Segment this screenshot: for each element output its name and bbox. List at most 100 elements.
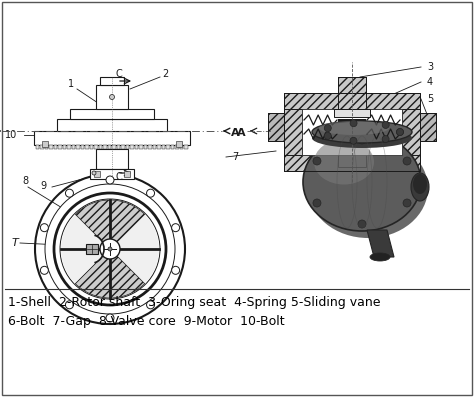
Bar [126,145,129,149]
Bar [338,77,366,167]
Bar [284,93,420,109]
Circle shape [54,193,166,305]
Polygon shape [367,230,394,257]
Circle shape [40,224,48,232]
Text: 1: 1 [68,79,74,89]
Circle shape [60,199,160,299]
Text: A: A [231,128,239,138]
Text: A: A [237,128,246,138]
Bar [99,145,102,149]
Text: 10: 10 [5,130,17,140]
Circle shape [396,129,403,135]
Bar [90,145,93,149]
Bar [338,119,366,135]
Bar [139,145,143,149]
Circle shape [40,266,48,274]
Bar [284,109,302,155]
Bar [42,141,48,147]
Circle shape [65,189,73,197]
Circle shape [109,94,115,100]
Text: 3: 3 [427,62,433,72]
Bar [85,145,89,149]
Circle shape [106,314,114,322]
Text: 4: 4 [427,77,433,87]
Text: C: C [116,69,122,79]
Bar [302,109,402,155]
Bar [124,171,130,177]
Bar [175,145,179,149]
Circle shape [146,301,155,309]
Circle shape [172,266,180,274]
Bar [144,145,147,149]
Circle shape [358,136,366,144]
Bar [338,77,366,167]
Circle shape [45,184,175,314]
Circle shape [65,301,73,309]
Text: T: T [12,238,19,248]
Bar [117,145,120,149]
Bar [103,145,107,149]
Bar [284,155,420,171]
Bar [94,145,98,149]
Bar [70,109,154,119]
Bar [157,145,161,149]
Bar [63,145,66,149]
Circle shape [382,121,389,129]
Circle shape [35,174,185,324]
Ellipse shape [411,173,429,201]
Bar [162,145,165,149]
Bar [86,244,98,254]
Ellipse shape [370,253,390,261]
Text: 6: 6 [387,174,393,184]
Bar [49,145,53,149]
Bar [130,145,134,149]
Text: 9: 9 [41,181,47,191]
Bar [34,131,190,145]
Bar [176,141,182,147]
Bar [54,145,57,149]
Bar [76,145,80,149]
Circle shape [403,157,411,165]
Bar [268,113,284,141]
Circle shape [108,247,112,251]
Text: 8: 8 [22,176,28,186]
Ellipse shape [319,121,389,135]
Circle shape [61,200,159,298]
Bar [108,145,111,149]
Bar [166,145,170,149]
Bar [81,145,84,149]
Bar [148,145,152,149]
Circle shape [403,199,411,207]
Text: 6-Bolt  7-Gap  8-Valve core  9-Motor  10-Bolt: 6-Bolt 7-Gap 8-Valve core 9-Motor 10-Bol… [8,315,284,328]
Bar [420,113,436,141]
Ellipse shape [413,174,427,194]
Wedge shape [75,249,145,298]
Bar [100,77,124,85]
Ellipse shape [312,121,412,143]
Circle shape [146,189,155,197]
Ellipse shape [303,133,421,231]
Bar [153,145,156,149]
Bar [96,149,128,169]
Bar [268,113,284,141]
Wedge shape [75,200,145,249]
Bar [171,145,174,149]
Circle shape [350,137,357,144]
Text: 2: 2 [162,69,168,79]
Bar [334,109,370,117]
Bar [36,145,39,149]
Circle shape [92,171,96,175]
Circle shape [313,157,321,165]
Text: C: C [116,172,122,182]
Bar [90,169,134,179]
Bar [94,171,100,177]
Bar [135,145,138,149]
Bar [96,85,128,109]
Bar [72,145,75,149]
Text: 1-Shell  2-Rotor shaft  3-Oring seat  4-Spring 5-Sliding vane: 1-Shell 2-Rotor shaft 3-Oring seat 4-Spr… [8,296,381,309]
Bar [420,113,436,141]
Bar [402,109,420,155]
Bar [112,145,116,149]
Bar [57,119,167,131]
Bar [40,145,44,149]
